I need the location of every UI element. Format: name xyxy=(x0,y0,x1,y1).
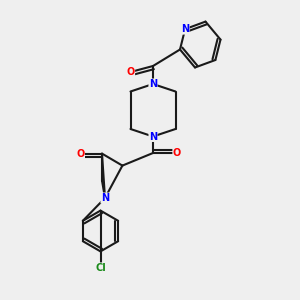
Text: N: N xyxy=(149,131,157,142)
Text: O: O xyxy=(76,148,85,159)
Text: N: N xyxy=(101,193,109,203)
Text: N: N xyxy=(181,24,189,34)
Text: O: O xyxy=(173,148,181,158)
Text: O: O xyxy=(126,67,135,77)
Text: Cl: Cl xyxy=(95,263,106,273)
Text: N: N xyxy=(149,79,157,89)
